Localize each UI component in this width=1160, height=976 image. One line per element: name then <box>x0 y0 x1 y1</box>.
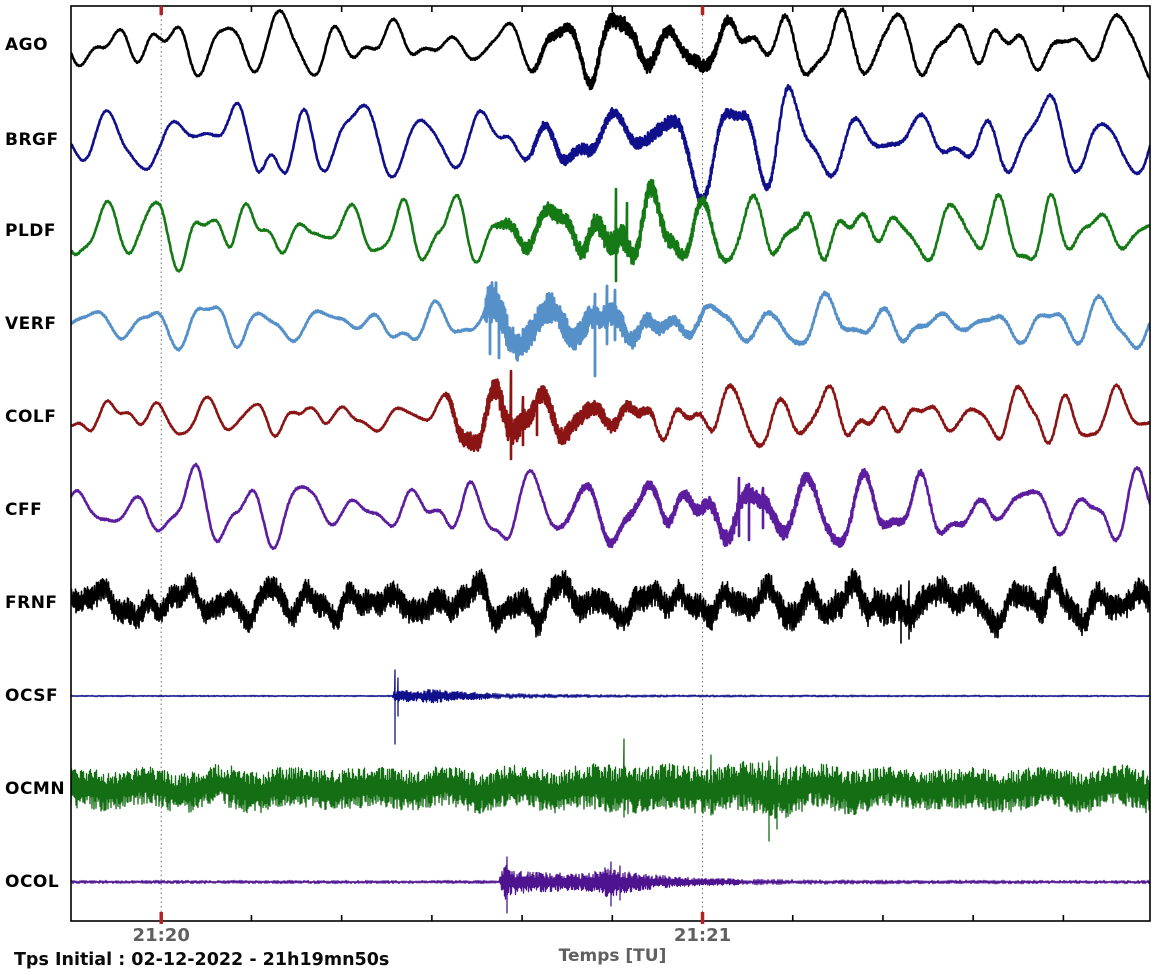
trace-ocol <box>71 856 1150 914</box>
trace-ocsf <box>71 669 1150 745</box>
station-label-ocol: OCOL <box>5 872 60 892</box>
station-label-verf: VERF <box>5 314 57 334</box>
traces-group <box>71 7 1150 914</box>
x-tick-label-2120: 21:20 <box>132 925 190 946</box>
x-axis-title: Temps [TU] <box>558 946 667 966</box>
trace-pldf <box>71 178 1150 283</box>
trace-brgf <box>71 84 1150 206</box>
station-label-ocsf: OCSF <box>5 686 59 706</box>
station-label-ocmn: OCMN <box>5 779 66 799</box>
trace-ago <box>71 7 1150 91</box>
trace-cff <box>71 462 1150 551</box>
station-label-brgf: BRGF <box>5 130 59 150</box>
trace-colf <box>71 369 1150 461</box>
trace-ocmn <box>71 738 1150 842</box>
start-time-caption: Tps Initial : 02-12-2022 - 21h19mn50s <box>14 950 390 970</box>
station-label-cff: CFF <box>5 500 43 520</box>
station-label-colf: COLF <box>5 407 57 427</box>
station-label-pldf: PLDF <box>5 221 57 241</box>
trace-verf <box>71 281 1150 378</box>
station-label-frnf: FRNF <box>5 593 58 613</box>
station-label-ago: AGO <box>5 35 49 55</box>
trace-frnf <box>71 565 1150 644</box>
plot-border <box>70 5 1151 922</box>
x-tick-label-2121: 21:21 <box>673 925 732 946</box>
